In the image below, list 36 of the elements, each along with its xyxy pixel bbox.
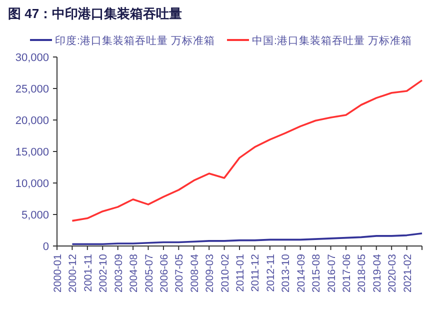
y-tick-label: 5,000: [21, 210, 49, 222]
y-tick-label: 0: [42, 241, 49, 253]
x-tick-label: 2008-04: [188, 254, 201, 293]
line-series: [71, 79, 423, 222]
x-tick-label: 2004-08: [128, 254, 140, 293]
x-tick-label: 2019-04: [371, 254, 384, 293]
x-tick-label: 2007-05: [174, 254, 186, 293]
legend-label: 印度:港口集装箱吞吐量 万标准箱: [55, 34, 215, 47]
x-tick-label: 2017-06: [340, 254, 353, 293]
y-tick-label: 15,000: [15, 146, 49, 158]
x-tick-label: 2006-06: [158, 254, 170, 293]
legend-label: 中国:港口集装箱吞吐量 万标准箱: [252, 34, 412, 47]
x-tick-label: 2009-03: [204, 254, 216, 293]
x-tick-label: 2011-12: [250, 254, 262, 292]
x-tick-label: 2005-07: [143, 254, 156, 293]
x-tick-label: 2012-11: [264, 254, 277, 292]
x-tick-label: 2000-12: [67, 254, 80, 293]
line-series: [71, 232, 423, 246]
x-tick-label: 2018-05: [356, 254, 368, 293]
x-tick-label: 2010-02: [219, 254, 232, 293]
x-tick-label: 2021-02: [402, 254, 414, 293]
chart-title: 图 47：中印港口集装箱吞吐量: [8, 6, 182, 21]
x-tick-label: 2015-08: [310, 254, 323, 293]
x-tick-label: 2016-07: [326, 254, 338, 293]
x-tick-label: 2020-03: [386, 254, 399, 293]
x-tick-label: 2000-01: [52, 254, 64, 293]
x-tick-label: 2014-09: [295, 254, 308, 293]
y-tick-label: 25,000: [15, 84, 49, 96]
x-tick-label: 2001-11: [82, 254, 94, 292]
x-tick-label: 2003-09: [112, 254, 125, 293]
y-tick-label: 10,000: [15, 178, 49, 190]
y-tick-label: 20,000: [15, 115, 49, 127]
x-tick-label: 2011-01: [234, 254, 246, 292]
x-tick-label: 2002-10: [98, 254, 110, 293]
x-tick-label: 2013-10: [280, 254, 292, 293]
y-tick-label: 30,000: [15, 52, 49, 64]
